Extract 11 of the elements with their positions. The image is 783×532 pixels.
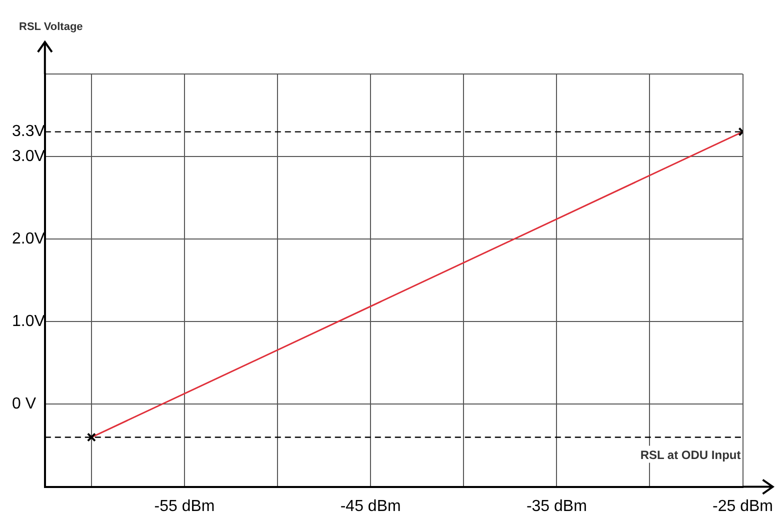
y-tick-label: 0 V [12, 396, 36, 413]
y-axis-title: RSL Voltage [19, 21, 83, 33]
y-tick-label: 3.0V [12, 148, 46, 165]
x-tick-label: -45 dBm [340, 498, 401, 515]
x-tick-label: -55 dBm [154, 498, 215, 515]
y-tick-label: 2.0V [12, 230, 46, 248]
y-tick-label: 3.3V [12, 123, 46, 140]
x-axis-title: RSL at ODU Input [640, 448, 741, 462]
y-tick-label: 1.0V [12, 313, 46, 330]
x-tick-label: -25 dBm [712, 498, 773, 515]
x-tick-label: -35 dBm [526, 498, 587, 515]
